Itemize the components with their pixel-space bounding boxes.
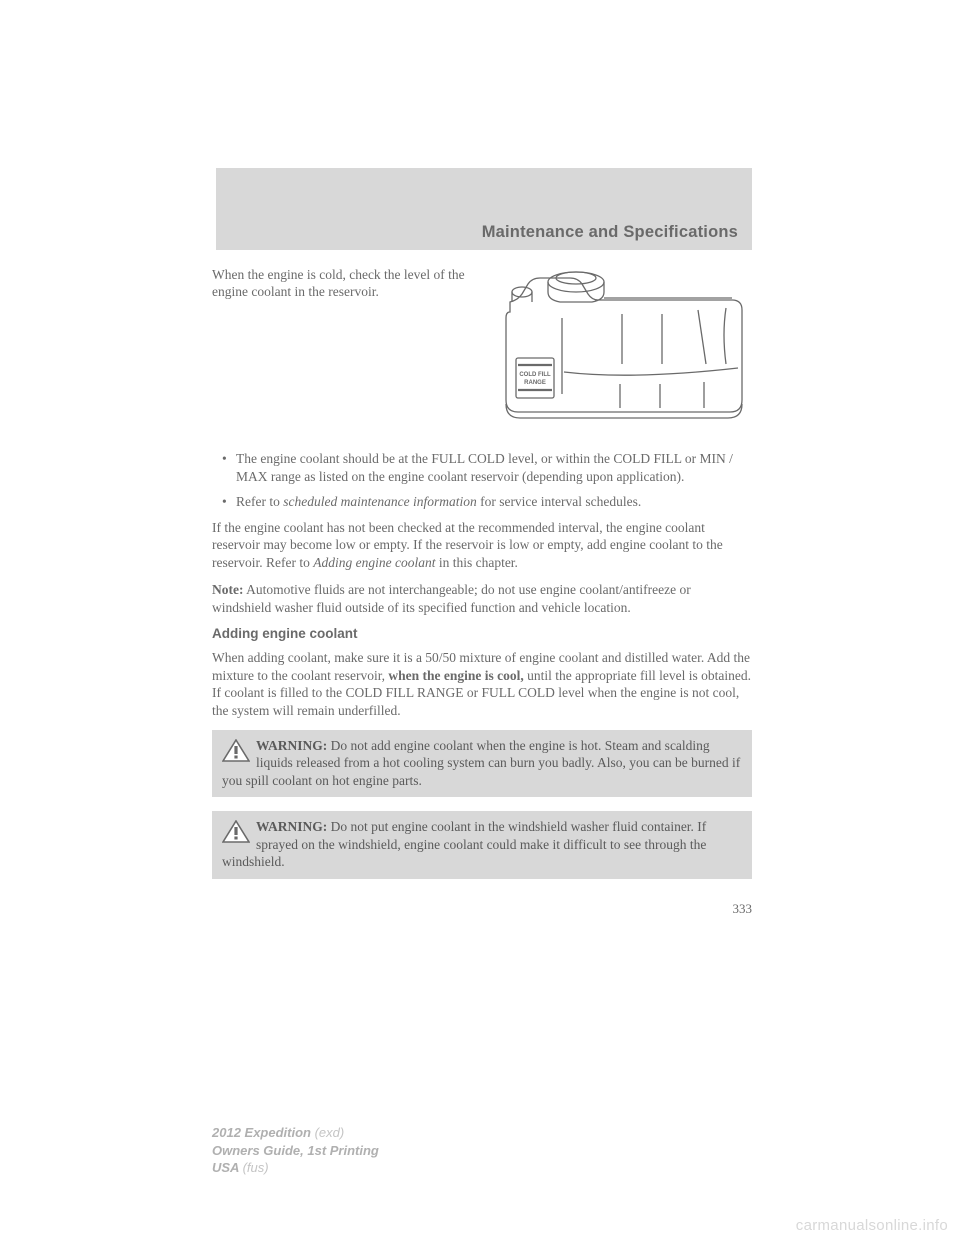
page-number: 333 [212, 901, 752, 917]
page-content: Maintenance and Specifications When the … [212, 168, 752, 917]
intro-row: When the engine is cold, check the level… [212, 264, 752, 422]
footer-code: (exd) [315, 1125, 345, 1140]
note-paragraph: Note: Automotive fluids are not intercha… [212, 581, 752, 616]
footer-line: Owners Guide, 1st Printing [212, 1142, 379, 1160]
footer-line: USA (fus) [212, 1159, 379, 1177]
intro-paragraph: When the engine is cold, check the level… [212, 264, 472, 422]
warning-triangle-icon [222, 820, 250, 844]
paragraph: When adding coolant, make sure it is a 5… [212, 649, 752, 719]
footer-code: (fus) [243, 1160, 269, 1175]
note-bold: Note: [212, 582, 243, 597]
warning-triangle-icon [222, 739, 250, 763]
footer-model: 2012 Expedition [212, 1125, 315, 1140]
note-text: Automotive fluids are not interchangeabl… [212, 582, 691, 615]
warning-bold: WARNING: [256, 738, 327, 753]
bullet-suffix: for service interval schedules. [477, 494, 642, 509]
reservoir-label-2: RANGE [524, 380, 546, 386]
section-header-bar: Maintenance and Specifications [216, 168, 752, 250]
para-suffix: in this chapter. [435, 555, 517, 570]
warning-bold: WARNING: [256, 819, 327, 834]
subheading: Adding engine coolant [212, 626, 752, 641]
bullet-list: The engine coolant should be at the FULL… [236, 450, 752, 511]
section-title: Maintenance and Specifications [482, 223, 738, 242]
para-bold: when the engine is cool, [388, 668, 523, 683]
coolant-reservoir-diagram: COLD FILL RANGE [492, 264, 752, 422]
bullet-item: Refer to scheduled maintenance informati… [236, 493, 752, 511]
bullet-prefix: Refer to [236, 494, 283, 509]
bullet-item: The engine coolant should be at the FULL… [236, 450, 752, 485]
watermark: carmanualsonline.info [796, 1217, 948, 1234]
footer-region: USA [212, 1160, 243, 1175]
paragraph: If the engine coolant has not been check… [212, 519, 752, 572]
reservoir-label-1: COLD FILL [519, 372, 551, 378]
bullet-italic: scheduled maintenance information [283, 494, 476, 509]
para-italic: Adding engine coolant [313, 555, 435, 570]
footer: 2012 Expedition (exd) Owners Guide, 1st … [212, 1124, 379, 1177]
warning-box: WARNING: Do not put engine coolant in th… [212, 811, 752, 879]
footer-line: 2012 Expedition (exd) [212, 1124, 379, 1142]
warning-box: WARNING: Do not add engine coolant when … [212, 730, 752, 798]
